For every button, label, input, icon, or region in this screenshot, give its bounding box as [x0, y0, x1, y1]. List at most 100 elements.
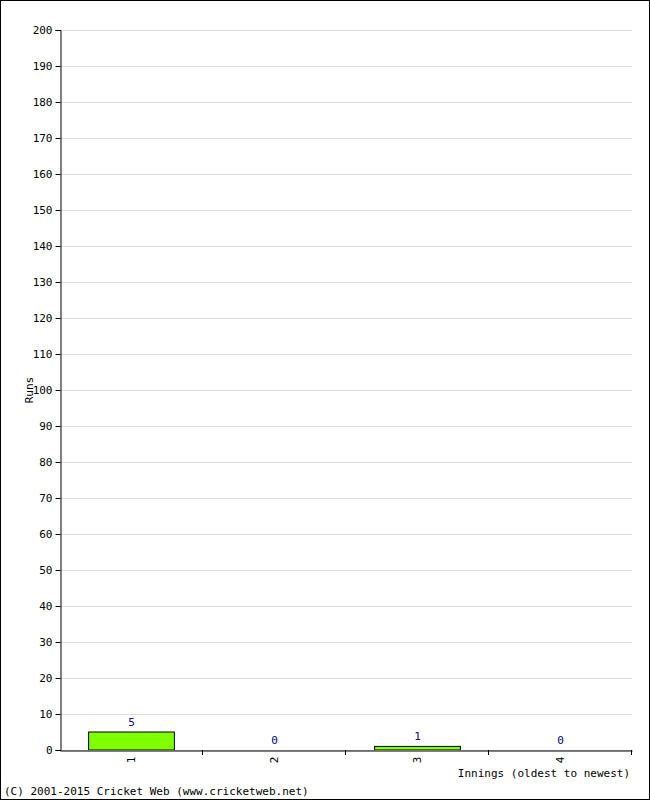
data-label: 5 — [128, 716, 135, 729]
category-separator — [488, 750, 489, 755]
y-tick-label: 110 — [33, 348, 53, 361]
x-tick: 3 — [411, 751, 424, 764]
bar — [89, 732, 175, 750]
grid-line — [60, 534, 632, 535]
y-tick: 30 — [39, 636, 60, 649]
y-tick: 90 — [39, 420, 60, 433]
grid-line — [60, 426, 632, 427]
grid — [60, 31, 632, 751]
y-tick-mark — [56, 462, 61, 463]
y-tick-mark — [56, 606, 61, 607]
category-separator — [631, 750, 632, 755]
y-tick-label: 20 — [39, 672, 52, 685]
x-axis: 1 2 3 4 — [61, 751, 633, 764]
x-tick-label: 2 — [268, 757, 281, 764]
y-tick-label: 190 — [33, 60, 53, 73]
y-tick-mark — [56, 354, 61, 355]
category-separator — [202, 750, 203, 755]
grid-line — [60, 138, 632, 139]
y-tick-mark — [56, 714, 61, 715]
y-axis-title: Runs — [23, 377, 36, 404]
y-tick-mark — [56, 426, 61, 427]
x-tick-label: 4 — [554, 756, 567, 763]
y-tick-label: 130 — [33, 276, 53, 289]
y-tick-mark — [56, 678, 61, 679]
y-tick: 60 — [39, 528, 60, 541]
x-axis-title: Innings (oldest to newest) — [458, 767, 630, 780]
y-tick-mark — [56, 750, 61, 751]
data-label: 0 — [271, 734, 278, 747]
y-tick-mark — [56, 30, 61, 31]
data-label: 1 — [414, 730, 421, 743]
grid-line — [60, 390, 632, 391]
y-tick-mark — [56, 282, 61, 283]
grid-line — [60, 498, 632, 499]
y-tick-mark — [56, 174, 61, 175]
y-tick: 150 — [33, 204, 61, 217]
data-labels: 5 0 1 0 — [128, 716, 564, 747]
grid-line — [60, 606, 632, 607]
y-tick-mark — [56, 210, 61, 211]
y-tick-mark — [56, 318, 61, 319]
y-tick: 40 — [39, 600, 60, 613]
y-tick-label: 180 — [33, 96, 53, 109]
y-tick-label: 200 — [33, 24, 53, 37]
y-tick: 170 — [33, 132, 61, 145]
grid-line — [60, 570, 632, 571]
y-tick: 200 — [33, 24, 61, 37]
y-tick: 120 — [33, 312, 61, 325]
y-tick-label: 70 — [39, 492, 52, 505]
y-tick-label: 60 — [39, 528, 52, 541]
y-tick-label: 150 — [33, 204, 53, 217]
credit: (C) 2001-2015 Cricket Web (www.cricketwe… — [4, 785, 309, 798]
grid-line — [60, 66, 632, 67]
y-tick: 20 — [39, 672, 60, 685]
x-tick: 1 — [125, 751, 138, 764]
y-tick-mark — [56, 102, 61, 103]
y-tick: 190 — [33, 60, 61, 73]
grid-line — [60, 462, 632, 463]
bars — [89, 732, 461, 750]
y-tick: 180 — [33, 96, 61, 109]
grid-line — [60, 642, 632, 643]
x-tick-label: 3 — [411, 757, 424, 764]
x-tick: 2 — [268, 751, 281, 764]
y-tick: 100 — [33, 384, 61, 397]
grid-line — [60, 210, 632, 211]
bar — [232, 750, 318, 751]
y-tick-label: 90 — [39, 420, 52, 433]
grid-line — [60, 282, 632, 283]
y-tick-mark — [56, 534, 61, 535]
y-tick-label: 0 — [46, 744, 53, 757]
bar — [518, 750, 604, 751]
y-tick-mark — [56, 138, 61, 139]
y-tick: 80 — [39, 456, 60, 469]
grid-line — [60, 714, 632, 715]
data-label: 0 — [557, 734, 564, 747]
y-tick: 50 — [39, 564, 60, 577]
x-axis-line — [61, 751, 633, 752]
grid-line — [60, 678, 632, 679]
y-tick: 130 — [33, 276, 61, 289]
background — [1, 1, 650, 800]
grid-line — [60, 174, 632, 175]
x-tick: 4 — [554, 751, 567, 764]
y-tick: 10 — [39, 708, 60, 721]
y-tick-label: 40 — [39, 600, 52, 613]
y-tick-label: 50 — [39, 564, 52, 577]
grid-line — [60, 246, 632, 247]
y-tick-mark — [56, 570, 61, 571]
y-tick: 70 — [39, 492, 60, 505]
y-tick-mark — [56, 642, 61, 643]
y-tick-mark — [56, 66, 61, 67]
category-separator — [345, 750, 346, 755]
y-tick: 0 — [46, 744, 61, 757]
grid-line — [60, 30, 632, 31]
y-tick: 140 — [33, 240, 61, 253]
x-tick-label: 1 — [125, 757, 138, 764]
y-tick-mark — [56, 390, 61, 391]
y-tick-label: 80 — [39, 456, 52, 469]
y-axis-line — [56, 31, 62, 751]
chart: 0102030405060708090100110120130140150160… — [0, 0, 650, 800]
y-tick: 110 — [33, 348, 61, 361]
